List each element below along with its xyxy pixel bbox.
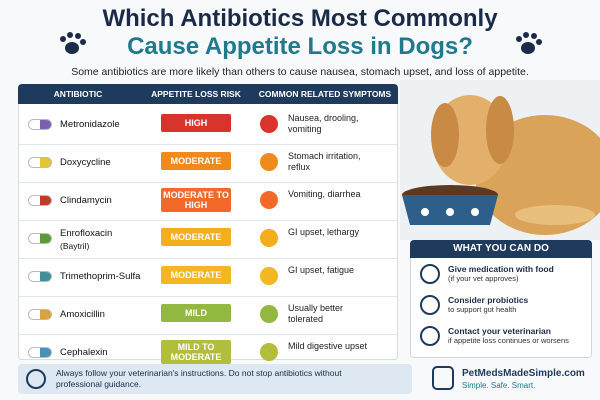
title: Which Antibiotics Most Commonly xyxy=(102,5,498,32)
row-divider xyxy=(19,258,397,259)
drug-name: Clindamycin xyxy=(60,195,112,206)
brand-tagline: Simple. Safe. Smart. xyxy=(462,381,536,390)
drug-name: Trimethoprim-Sulfa xyxy=(60,271,141,282)
action-icon xyxy=(420,295,440,315)
risk-badge: MODERATE xyxy=(161,228,231,246)
row-divider xyxy=(19,334,397,335)
risk-badge: MILD TO MODERATE xyxy=(161,340,231,364)
brand-logo xyxy=(432,366,454,390)
action-detail: to support gut health xyxy=(448,305,517,314)
column-header: COMMON RELATED SYMPTOMS xyxy=(258,89,392,99)
brand-name: PetMedsMadeSimple.com xyxy=(462,368,585,379)
row-divider xyxy=(19,296,397,297)
action-detail: if appetite loss continues or worsens xyxy=(448,336,569,345)
pill xyxy=(28,195,52,206)
column-header: ANTIBIOTIC xyxy=(53,89,103,99)
subtitle: Some antibiotics are more likely than ot… xyxy=(71,66,529,78)
pill xyxy=(28,233,52,244)
action-title: Contact your veterinarian xyxy=(448,326,551,336)
symptom-icon xyxy=(260,115,278,133)
symptoms: Stomach irritation, reflux xyxy=(288,151,361,172)
panel-bg xyxy=(410,240,592,358)
symptom-icon xyxy=(260,229,278,247)
panel-title: WHAT YOU CAN DO xyxy=(410,240,592,258)
risk-badge: MILD xyxy=(161,304,231,322)
symptom-icon xyxy=(260,305,278,323)
footer-note: Always follow your veterinarian's instru… xyxy=(56,368,342,389)
dog-photo xyxy=(400,80,600,240)
action-detail: (if your vet approves) xyxy=(448,274,519,283)
drug-name: Cephalexin xyxy=(60,347,108,358)
symptoms: GI upset, fatigue xyxy=(288,265,355,275)
drug-name: Enrofloxacin xyxy=(60,228,113,239)
action-title: Consider probiotics xyxy=(448,295,529,305)
action-icon xyxy=(420,264,440,284)
paw-right xyxy=(516,32,542,54)
row-divider xyxy=(19,220,397,221)
action-icon xyxy=(420,326,440,346)
symptoms: Usually better tolerated xyxy=(288,303,344,324)
symptom-icon xyxy=(260,153,278,171)
symptoms: Nausea, drooling, vomiting xyxy=(288,113,359,134)
action-title: Give medication with food xyxy=(448,264,554,274)
pill xyxy=(28,119,52,130)
symptoms: GI upset, lethargy xyxy=(288,227,360,237)
column-header: APPETITE LOSS RISK xyxy=(151,89,241,99)
symptoms: Vomiting, diarrhea xyxy=(288,189,361,199)
risk-badge: MODERATE TO HIGH xyxy=(161,188,231,212)
footer-note-bg xyxy=(18,364,412,394)
pill xyxy=(28,157,52,168)
symptoms: Mild digestive upset xyxy=(288,341,368,351)
pill xyxy=(28,347,52,358)
risk-badge: MODERATE xyxy=(161,152,231,170)
bulb-icon xyxy=(26,369,46,389)
table-header xyxy=(18,84,398,104)
pill xyxy=(28,271,52,282)
symptom-icon xyxy=(260,343,278,361)
row-divider xyxy=(19,144,397,145)
symptom-icon xyxy=(260,191,278,209)
paw-left xyxy=(60,32,86,54)
title: Cause Appetite Loss in Dogs? xyxy=(127,33,473,60)
row-divider xyxy=(19,182,397,183)
drug-note: (Baytril) xyxy=(60,241,90,251)
drug-name: Doxycycline xyxy=(60,157,111,168)
risk-badge: MODERATE xyxy=(161,266,231,284)
risk-badge: HIGH xyxy=(161,114,231,132)
drug-name: Metronidazole xyxy=(60,119,120,130)
drug-name: Amoxicillin xyxy=(60,309,105,320)
symptom-icon xyxy=(260,267,278,285)
pill xyxy=(28,309,52,320)
